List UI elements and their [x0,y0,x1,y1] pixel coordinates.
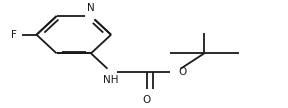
Text: NH: NH [103,75,119,85]
Text: O: O [143,95,151,105]
Text: N: N [87,3,95,13]
Text: F: F [11,30,16,40]
Text: O: O [178,67,187,77]
